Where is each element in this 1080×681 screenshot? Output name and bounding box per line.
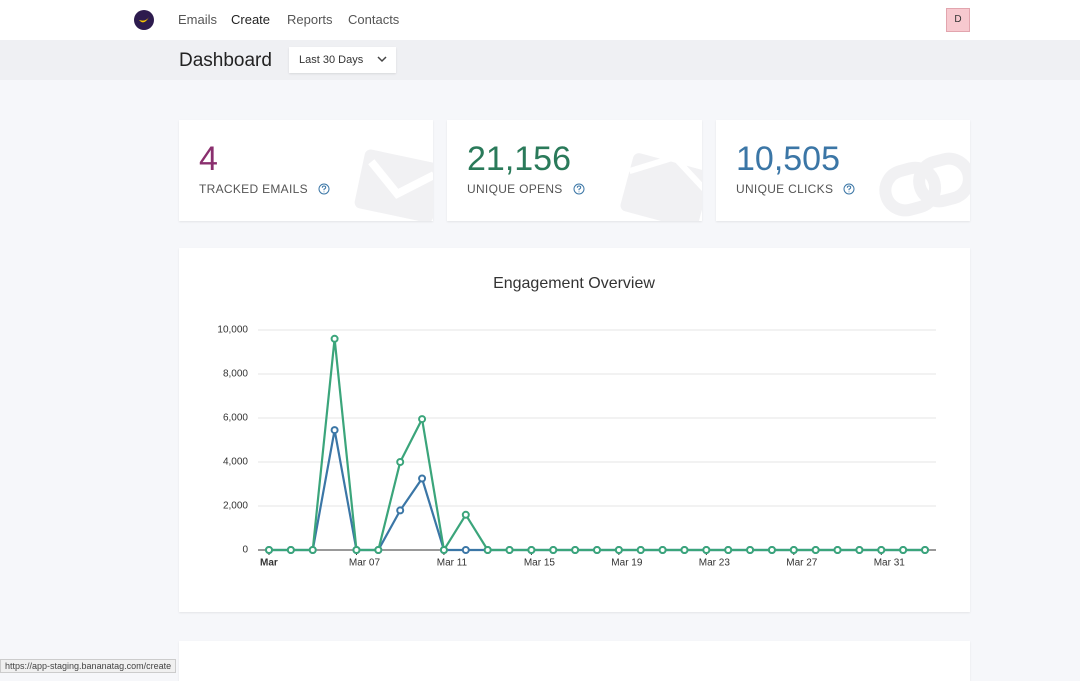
- range-text: Last 30 Days: [299, 54, 364, 66]
- point: [549, 546, 558, 554]
- stat-card: 10,505 UNIQUE CLICKS: [716, 120, 970, 221]
- page-title: Dashboard: [179, 50, 272, 71]
- stat-label: UNIQUE OPENS: [467, 182, 585, 196]
- stat-card: 4 TRACKED EMAILS: [179, 120, 433, 221]
- point: [614, 546, 623, 554]
- y-tick-label: 8,000: [223, 369, 248, 380]
- point: [286, 546, 295, 554]
- x-tick-label: Mar 19: [611, 558, 643, 569]
- chart-title: Engagement Overview: [493, 275, 655, 292]
- y-tick-label: 4,000: [223, 457, 248, 468]
- stat-label: TRACKED EMAILS: [199, 182, 330, 196]
- point: [352, 546, 361, 554]
- x-tick-label: Mar 07: [349, 558, 381, 569]
- point: [571, 546, 580, 554]
- nav-link[interactable]: Emails: [178, 12, 218, 27]
- point: [636, 546, 645, 554]
- x-tick-label: Mar 23: [699, 558, 731, 569]
- stat-value: 21,156: [467, 140, 571, 178]
- x-tick-label: Mar 27: [786, 558, 818, 569]
- point: [505, 546, 514, 554]
- point: [439, 546, 448, 554]
- point: [308, 546, 317, 554]
- point: [746, 546, 755, 554]
- series-line: [269, 338, 925, 554]
- point: [921, 546, 929, 554]
- nav-link[interactable]: Contacts: [348, 12, 400, 27]
- point: [396, 458, 405, 466]
- y-tick-label: 6,000: [223, 413, 248, 424]
- y-tick-label: 0: [242, 545, 248, 556]
- point: [658, 546, 667, 554]
- point: [702, 546, 711, 554]
- help-icon[interactable]: [318, 183, 330, 195]
- point: [330, 426, 339, 435]
- card-icon: [620, 153, 702, 221]
- x-tick-label: Mar: [260, 558, 278, 569]
- help-icon[interactable]: [843, 183, 855, 195]
- point: [833, 546, 842, 554]
- point: [877, 546, 886, 554]
- point: [593, 546, 601, 554]
- stat-label-text: UNIQUE OPENS: [467, 182, 563, 196]
- stat-value: 10,505: [736, 140, 840, 178]
- x-tick-label: Mar 15: [524, 558, 556, 569]
- point: [330, 334, 339, 343]
- point: [767, 546, 776, 554]
- point: [461, 546, 470, 554]
- point: [789, 546, 798, 554]
- stat-label-text: UNIQUE CLICKS: [736, 182, 834, 196]
- logo[interactable]: [134, 10, 154, 30]
- y-tick-label: 2,000: [223, 501, 248, 512]
- point: [265, 546, 273, 554]
- avatar[interactable]: D: [946, 8, 970, 32]
- point: [418, 474, 427, 483]
- next-card: [179, 641, 970, 681]
- sub-header: Dashboard Last 30 Days: [0, 40, 1080, 80]
- nav-link[interactable]: Create: [231, 12, 271, 27]
- chart-card: Engagement Overview 0 2,000 4,000 6,000 8,00…: [179, 248, 970, 612]
- help-icon[interactable]: [573, 183, 585, 195]
- point: [811, 546, 820, 554]
- card-icon: [879, 152, 970, 217]
- nav-bar: Emails Create Reports Contacts D: [0, 0, 1080, 40]
- point: [418, 415, 427, 424]
- y-tick-label: 10,000: [217, 325, 248, 336]
- point: [680, 546, 689, 554]
- card-icon: [354, 149, 433, 221]
- point: [461, 510, 470, 519]
- point: [724, 546, 733, 554]
- stat-card: 21,156 UNIQUE OPENS: [447, 120, 702, 221]
- stat-value: 4: [199, 140, 218, 178]
- point: [483, 546, 492, 554]
- stat-label: UNIQUE CLICKS: [736, 182, 855, 196]
- x-tick-label: Mar 11: [437, 558, 468, 569]
- range-dropdown[interactable]: Last 30 Days: [289, 47, 396, 73]
- series-line: [269, 429, 925, 552]
- chevron: [377, 56, 387, 63]
- nav-link[interactable]: Reports: [287, 12, 333, 27]
- chart: Engagement Overview 0 2,000 4,000 6,000 8,00…: [217, 275, 936, 569]
- point: [899, 546, 908, 554]
- point: [396, 506, 405, 515]
- point: [855, 546, 864, 554]
- point: [527, 546, 536, 554]
- point: [374, 546, 383, 554]
- x-tick-label: Mar 31: [874, 558, 906, 569]
- stat-label-text: TRACKED EMAILS: [199, 182, 308, 196]
